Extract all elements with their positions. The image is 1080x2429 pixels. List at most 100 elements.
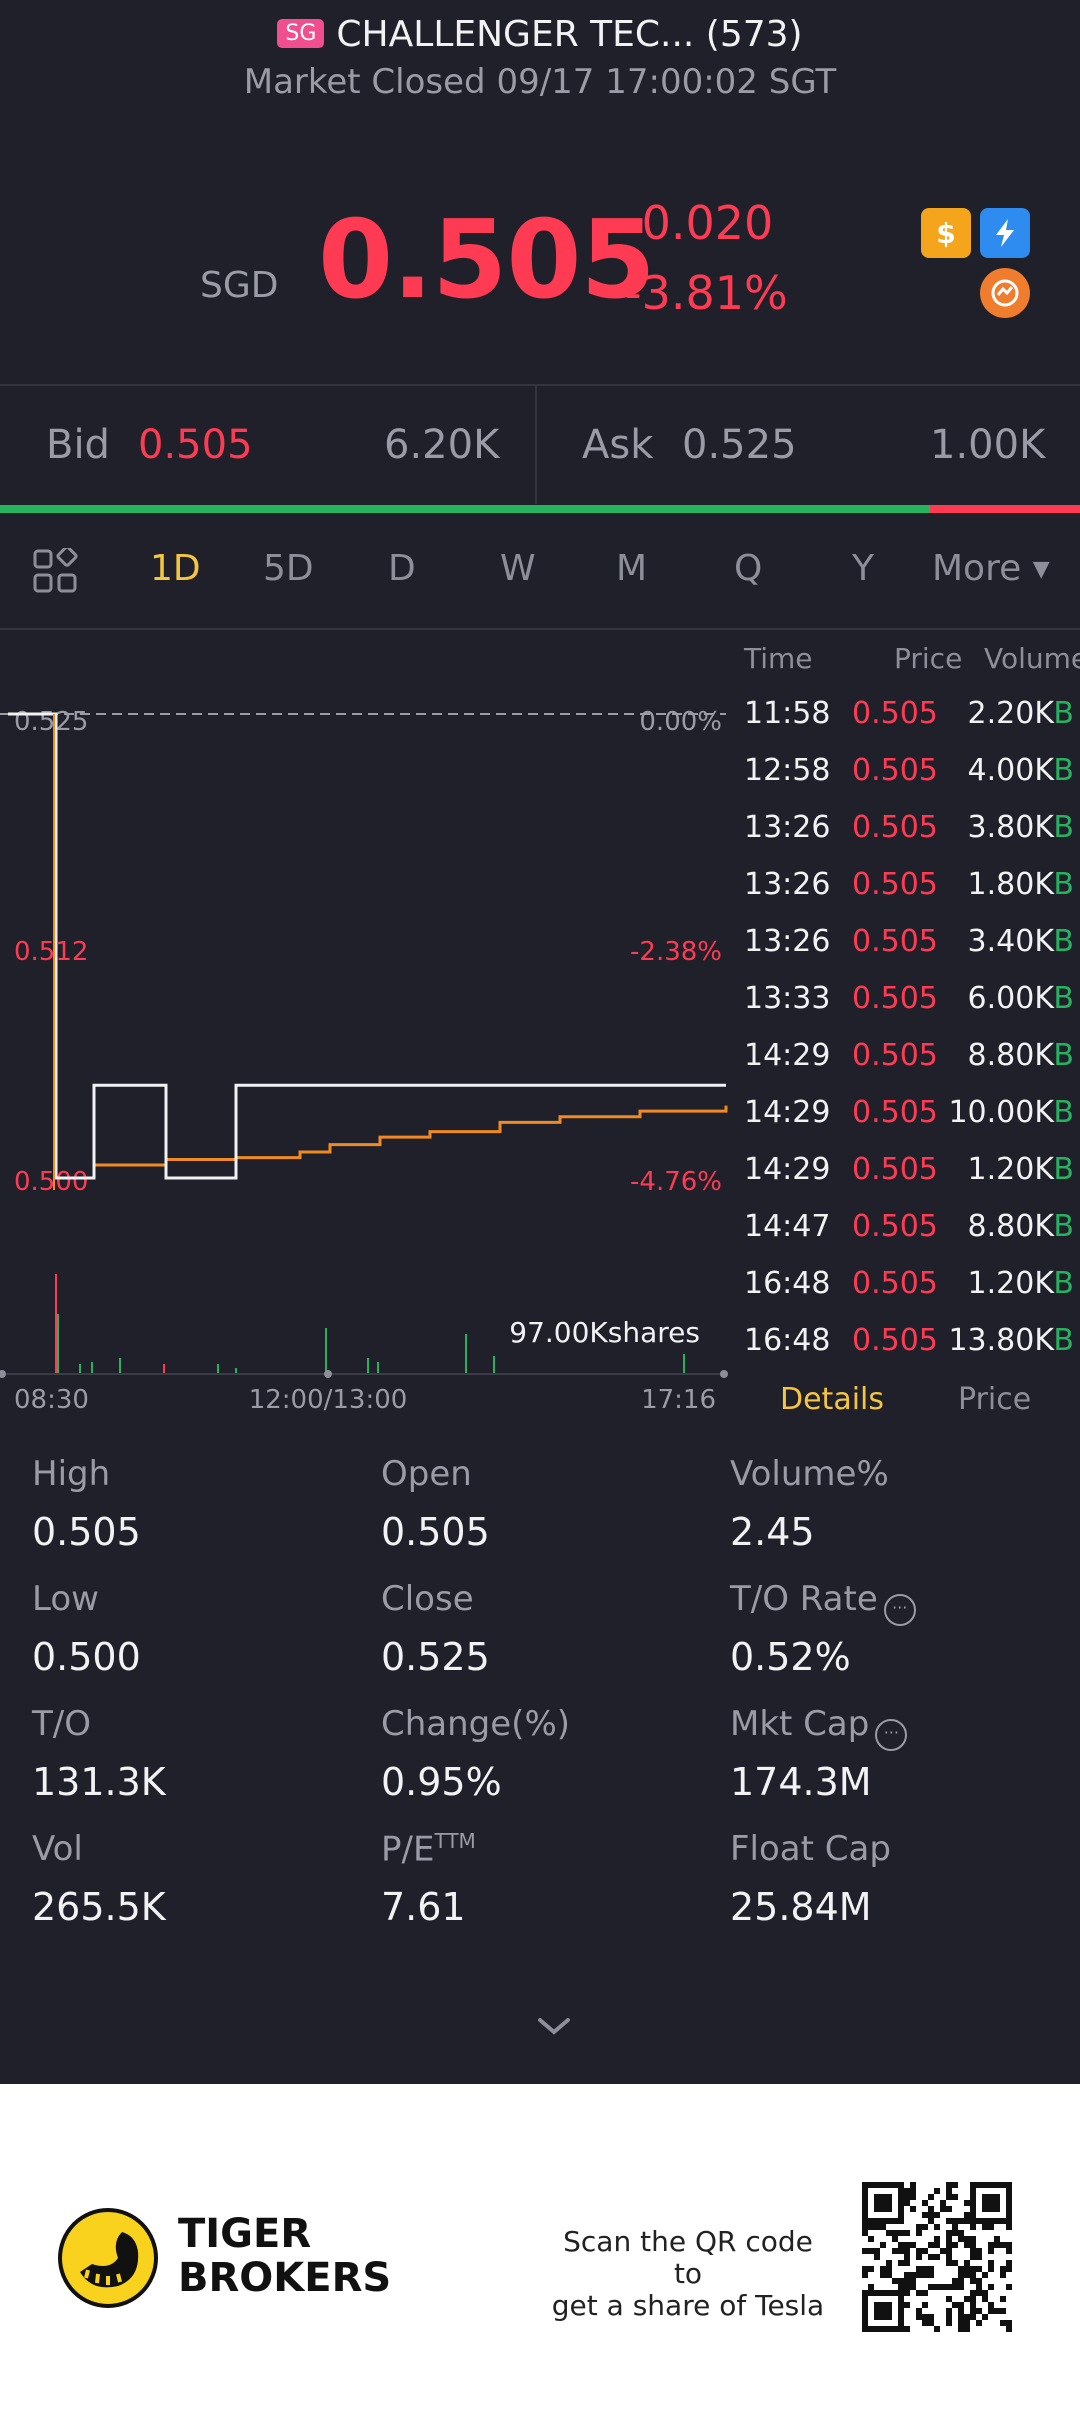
y-label-top: 0.525: [14, 707, 88, 737]
stat-label: Close: [381, 1579, 474, 1619]
tab-details[interactable]: Details: [780, 1382, 885, 1417]
tick-side: B: [1053, 867, 1074, 902]
tab-1d[interactable]: 1D: [150, 548, 201, 589]
tab-d[interactable]: D: [388, 548, 416, 589]
tab-q[interactable]: Q: [734, 548, 763, 589]
tick-row: 13:26 0.505 1.80K B: [744, 867, 1074, 911]
y-label-mid: 0.512: [14, 937, 88, 967]
stat-label: Change(%): [381, 1704, 571, 1744]
tab-more[interactable]: More ▼: [932, 548, 1050, 589]
pct-label-mid: -2.38%: [630, 937, 722, 967]
chevron-down-icon: ▼: [1032, 557, 1050, 582]
tick-side: B: [1053, 1152, 1074, 1187]
pct-label-bottom: -4.76%: [630, 1167, 722, 1197]
tab-price-ladder[interactable]: Price: [958, 1382, 1032, 1417]
intraday-chart[interactable]: 0.525 0.512 0.500 0.00% -2.38% -4.76% 97…: [0, 630, 730, 1440]
tick-time: 11:58: [744, 696, 831, 731]
stat-value: 0.52%: [730, 1635, 851, 1679]
divider: [0, 628, 1080, 630]
tick-time: 16:48: [744, 1323, 831, 1358]
tab-m[interactable]: M: [616, 548, 648, 589]
bid-label: Bid: [46, 422, 110, 468]
tick-side: B: [1053, 696, 1074, 731]
stat-label: Vol: [32, 1829, 83, 1869]
x-label-mid: 12:00/13:00: [249, 1385, 408, 1415]
bid-size: 6.20K: [384, 422, 500, 468]
tick-side: B: [1053, 1095, 1074, 1130]
stat-value: 131.3K: [32, 1760, 166, 1804]
divider: [0, 384, 1080, 386]
stat-label: T/O: [32, 1704, 91, 1744]
price-change-percent: -3.81%: [625, 266, 788, 320]
market-badge: SG: [277, 19, 325, 48]
tab-w[interactable]: W: [500, 548, 536, 589]
y-label-bottom: 0.500: [14, 1167, 88, 1197]
tab-y[interactable]: Y: [852, 548, 874, 589]
info-icon[interactable]: ···: [875, 1719, 908, 1751]
stat-value: 174.3M: [730, 1760, 872, 1804]
tick-volume: 8.80K: [967, 1038, 1054, 1073]
stat-label-superscript: TTM: [434, 1829, 476, 1853]
expand-chevron-icon[interactable]: [534, 2014, 574, 2042]
brand-name: TIGER BROKERS: [178, 2212, 391, 2300]
tick-row: 14:29 0.505 1.20K B: [744, 1152, 1074, 1196]
tick-volume: 1.80K: [967, 867, 1054, 902]
stat-label: Float Cap: [730, 1829, 891, 1869]
qr-caption-line-2: get a share of Tesla: [551, 2289, 825, 2322]
price-change: -0.020: [625, 196, 774, 250]
tick-side: B: [1053, 1266, 1074, 1301]
ask-size: 1.00K: [930, 422, 1046, 468]
tick-time: 13:26: [744, 810, 831, 845]
stat-value: 2.45: [730, 1510, 815, 1554]
dollar-icon[interactable]: $: [921, 208, 971, 258]
ask-price: 0.525: [682, 422, 797, 468]
tick-row: 14:29 0.505 10.00K B: [744, 1095, 1074, 1139]
axis-dot: [0, 1370, 6, 1378]
tick-time: 13:26: [744, 867, 831, 902]
tick-price: 0.505: [852, 1323, 938, 1358]
tick-side: B: [1053, 810, 1074, 845]
tick-price: 0.505: [852, 1038, 938, 1073]
tick-price: 0.505: [852, 1266, 938, 1301]
tick-time: 14:29: [744, 1038, 831, 1073]
tick-side: B: [1053, 1323, 1074, 1358]
tab-5d[interactable]: 5D: [263, 548, 314, 589]
tick-volume: 2.20K: [967, 696, 1054, 731]
tiger-logo-icon: [58, 2208, 158, 2308]
stock-name: CHALLENGER TEC... (573): [336, 14, 803, 55]
brand-line-2: BROKERS: [178, 2255, 392, 2301]
tick-row: 12:58 0.505 4.00K B: [744, 753, 1074, 797]
tick-side: B: [1053, 981, 1074, 1016]
info-icon[interactable]: ···: [883, 1594, 916, 1626]
tick-volume: 1.20K: [967, 1266, 1054, 1301]
x-label-start: 08:30: [14, 1385, 89, 1415]
tick-volume: 3.40K: [967, 924, 1054, 959]
stat-value: 0.525: [381, 1635, 490, 1679]
swap-icon[interactable]: [980, 268, 1030, 318]
tick-row: 13:26 0.505 3.80K B: [744, 810, 1074, 854]
tick-volume: 10.00K: [948, 1095, 1054, 1130]
stat-label: T/O Rate ···: [730, 1579, 916, 1626]
tick-row: 14:47 0.505 8.80K B: [744, 1209, 1074, 1253]
ticks-header-time: Time: [744, 642, 813, 675]
grid-icon[interactable]: [32, 545, 78, 598]
lightning-icon[interactable]: [980, 208, 1030, 258]
tick-volume: 13.80K: [948, 1323, 1054, 1358]
tick-time: 14:29: [744, 1095, 831, 1130]
qr-caption-line-1: Scan the QR code to: [563, 2225, 813, 2290]
stat-label: Volume%: [730, 1454, 889, 1494]
pct-label-top: 0.00%: [639, 707, 722, 737]
stat-label: High: [32, 1454, 111, 1494]
tick-side: B: [1053, 924, 1074, 959]
tick-row: 14:29 0.505 8.80K B: [744, 1038, 1074, 1082]
tick-price: 0.505: [852, 696, 938, 731]
tick-volume: 8.80K: [967, 1209, 1054, 1244]
axis-dot: [720, 1370, 728, 1378]
stat-value: 0.95%: [381, 1760, 502, 1804]
tab-more-label: More: [932, 548, 1022, 589]
tick-row: 13:33 0.505 6.00K B: [744, 981, 1074, 1025]
market-status: Market Closed 09/17 17:00:02 SGT: [243, 62, 837, 102]
tick-volume: 6.00K: [967, 981, 1054, 1016]
tick-price: 0.505: [852, 867, 938, 902]
volume-bars: [53, 714, 685, 1374]
